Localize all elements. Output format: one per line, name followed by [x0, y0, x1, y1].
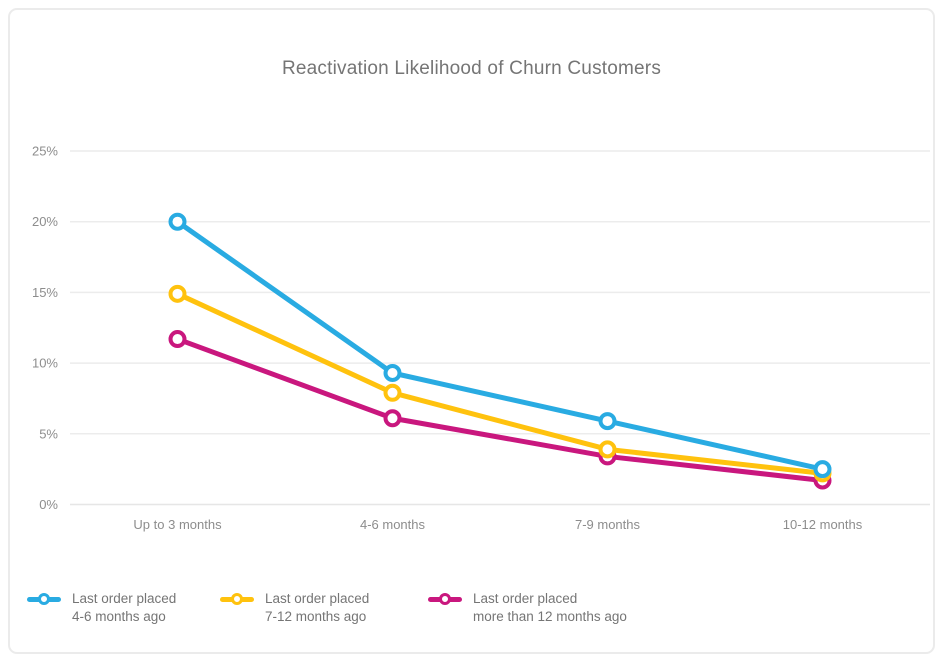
legend-item-4-6-months: Last order placed 4-6 months ago [27, 590, 176, 626]
y-tick-label: 15% [32, 285, 58, 300]
legend-label: Last order placed more than 12 months ag… [473, 591, 627, 624]
data-point-marker [383, 363, 402, 382]
y-tick-label: 5% [39, 426, 58, 441]
data-point-marker [168, 330, 187, 349]
legend-item-7-12-months: Last order placed 7-12 months ago [220, 590, 369, 626]
chart-title: Reactivation Likelihood of Churn Custome… [281, 58, 662, 79]
legend-label: Last order placed 7-12 months ago [265, 591, 370, 624]
data-point-marker [168, 284, 187, 303]
data-point-marker [813, 460, 832, 479]
series-line-0 [175, 219, 825, 472]
y-tick-label: 10% [32, 356, 58, 371]
data-point-marker [383, 409, 402, 428]
y-tick-label: 20% [32, 214, 58, 229]
y-tick-label: 0% [39, 497, 58, 512]
legend-marker-magenta [428, 592, 462, 607]
series-line-2 [175, 336, 825, 483]
x-tick-label: 4-6 months [360, 517, 426, 532]
x-tick-label: Up to 3 months [133, 517, 222, 532]
legend-item-more-than-12-months: Last order placed more than 12 months ag… [428, 590, 627, 626]
data-point-marker [598, 412, 617, 431]
legend-marker-yellow [220, 592, 254, 607]
series-line-1 [175, 291, 825, 476]
data-point-marker [598, 440, 617, 459]
x-tick-label: 7-9 months [575, 517, 641, 532]
chart-card: Reactivation Likelihood of Churn Custome… [8, 8, 935, 654]
legend-marker-blue [27, 592, 61, 607]
y-tick-label: 25% [32, 144, 58, 159]
legend-label: Last order placed 4-6 months ago [72, 591, 177, 624]
line-chart: 0% 5% 10% 15% 20% 25% Up to 3 months 4-6 months… [32, 144, 930, 532]
data-point-marker [168, 212, 187, 231]
data-point-marker [383, 383, 402, 402]
x-tick-label: 10-12 months [783, 517, 863, 532]
